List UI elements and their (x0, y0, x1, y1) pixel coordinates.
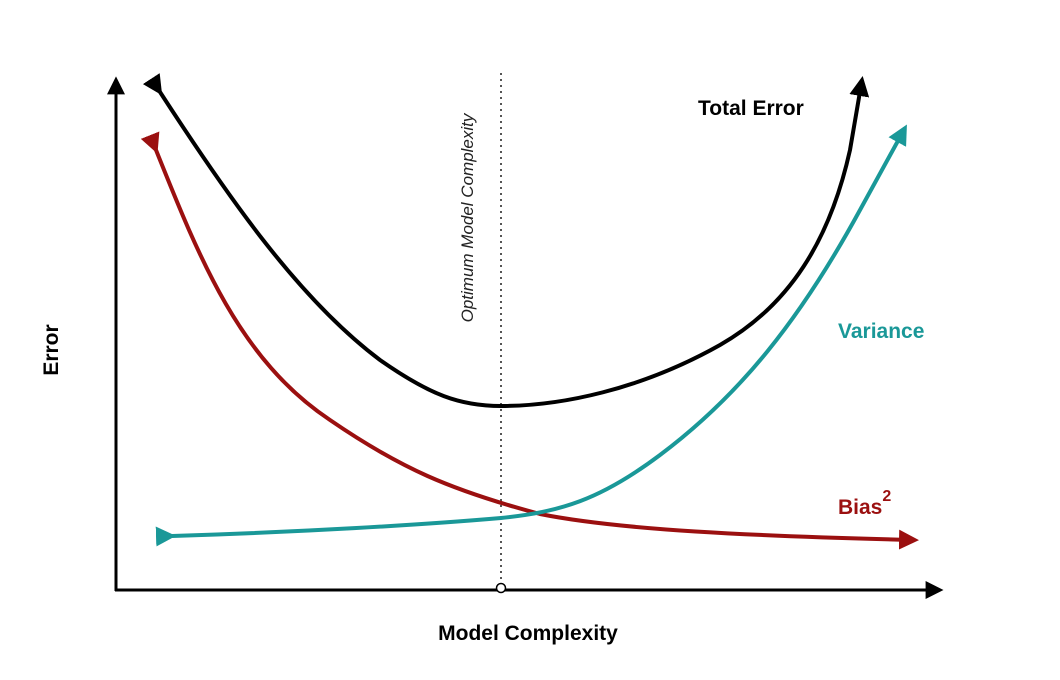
y-axis-label: Error (40, 324, 63, 375)
x-axis-label: Model Complexity (438, 622, 618, 645)
total-error-label: Total Error (698, 97, 804, 120)
bias-squared-curve (140, 131, 919, 550)
variance-label: Variance (838, 320, 924, 343)
total-error-curve (142, 73, 870, 409)
variance-curve (155, 124, 907, 547)
bias-label-text: Bias (838, 496, 882, 519)
optimum-label: Optimum Model Complexity (458, 112, 477, 322)
bias-squared-label: Bias2 (838, 488, 891, 519)
optimum-point (495, 582, 507, 594)
bias-superscript: 2 (882, 488, 891, 505)
